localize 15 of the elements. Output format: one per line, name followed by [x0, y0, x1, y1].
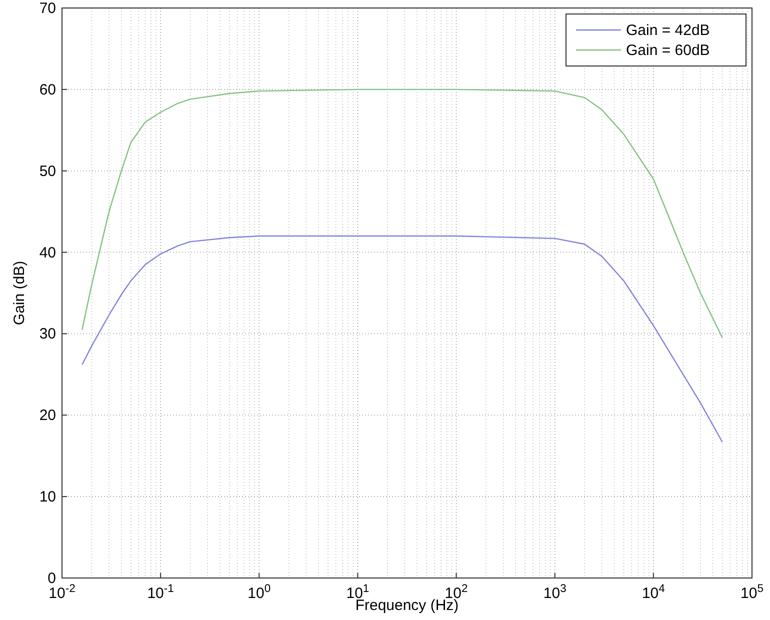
y-tick-label: 20 — [39, 407, 56, 424]
x-tick-label: 10$^{4}$ — [642, 583, 665, 602]
legend-label: Gain = 42dB — [626, 22, 710, 39]
y-tick-label: 30 — [39, 326, 56, 343]
x-tick-label: 10$^{3}$ — [543, 583, 566, 602]
x-tick-label: 10$^{5}$ — [740, 583, 764, 602]
legend-label: Gain = 60dB — [626, 42, 710, 59]
y-tick-label: 10 — [39, 488, 56, 506]
y-tick-label: 50 — [39, 162, 56, 180]
x-tick-label: 10$^{0}$ — [248, 583, 271, 602]
y-tick-label: 70 — [39, 0, 56, 17]
y-tick-label: 40 — [39, 244, 56, 262]
x-tick-label: 10$^{-1}$ — [147, 583, 174, 602]
y-axis-title: Gain (dB) — [11, 260, 28, 326]
y-tick-label: 60 — [39, 81, 56, 98]
